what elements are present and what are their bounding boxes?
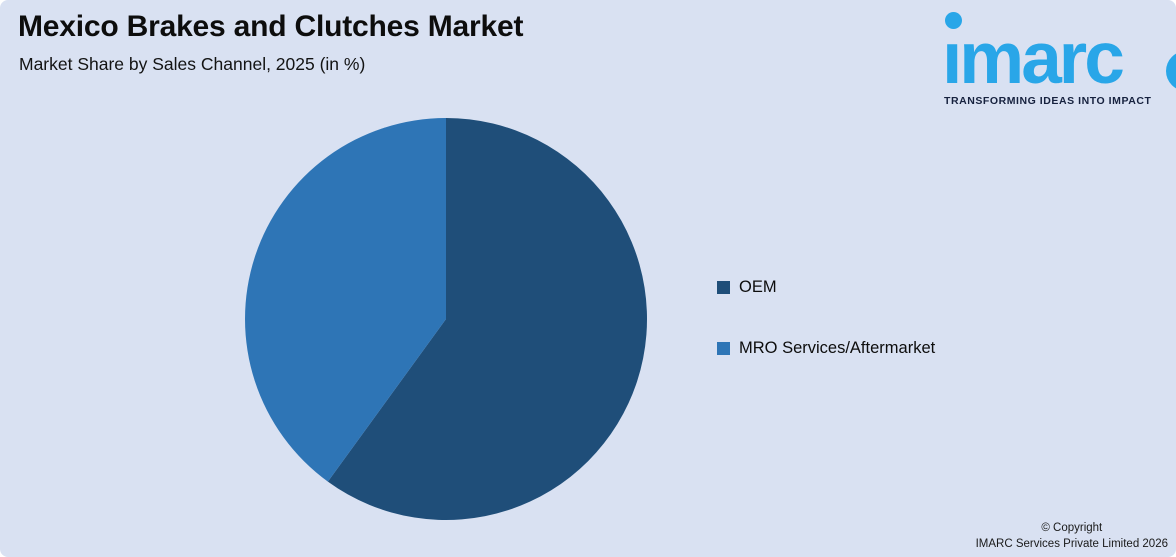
legend-item-oem: OEM [717,277,935,297]
copyright-notice: © Copyright IMARC Services Private Limit… [976,520,1168,552]
imarc-logo-wordmark: ımarc [942,18,1125,99]
legend-swatch-mro [717,341,730,355]
chart-legend: OEM MRO Services/Aftermarket [717,277,935,358]
copyright-line2: IMARC Services Private Limited 2026 [975,537,1168,550]
legend-item-mro: MRO Services/Aftermarket [717,338,935,358]
imarc-logo-dot-icon [945,12,962,29]
legend-label-mro: MRO Services/Aftermarket [739,338,936,357]
page-subtitle: Market Share by Sales Channel, 2025 (in … [19,54,366,74]
legend-label-oem: OEM [739,277,777,296]
legend-swatch-oem [717,280,730,294]
page-title: Mexico Brakes and Clutches Market [18,10,524,43]
imarc-logo: ımarc TRANSFORMING IDEAS INTO IMPACT [942,8,1172,110]
pie-slice-oem [327,118,648,520]
pie-chart-svg [245,118,648,520]
copyright-line1: © Copyright [1041,521,1103,534]
imarc-logo-tagline: TRANSFORMING IDEAS INTO IMPACT [944,95,1152,107]
imarc-logo-edge-shape [1166,51,1176,91]
pie-chart [244,117,648,521]
pie-slice-mro-services-aftermarket [245,118,446,482]
